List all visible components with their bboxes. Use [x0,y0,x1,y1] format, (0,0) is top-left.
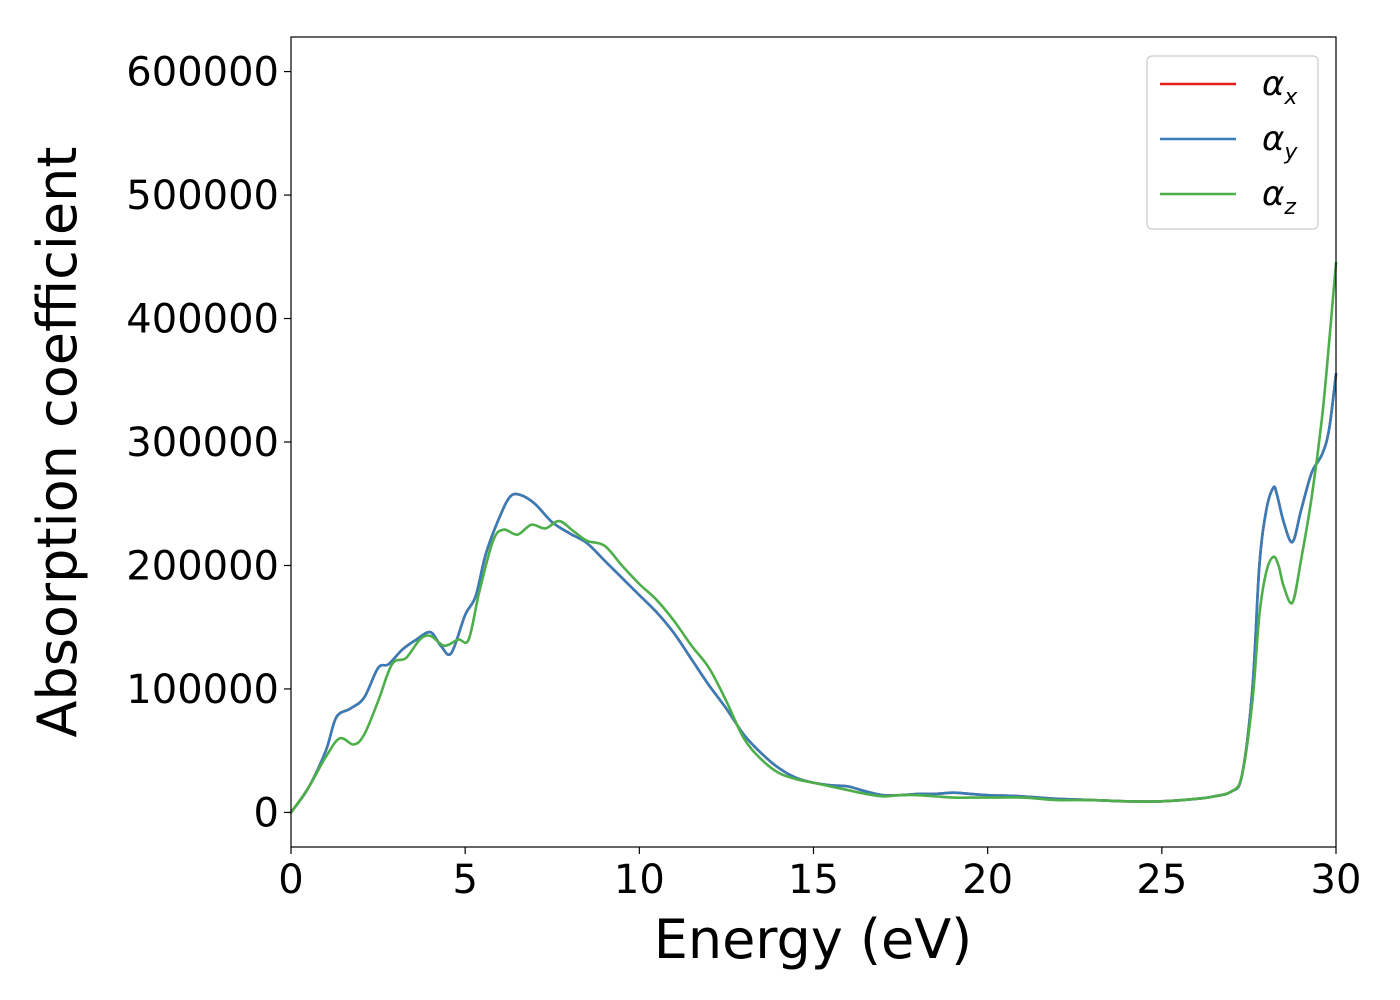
ticks-layer: 0 5 10 15 20 25 30 0 100000 200000 300000 400000 500… [126,50,1361,903]
y-tick-label: 300000 [126,420,279,466]
legend-label-alpha-x: αx [1262,64,1298,110]
x-tick-label: 5 [452,857,477,903]
y-tick-label: 500000 [126,173,279,219]
y-tick-label: 600000 [126,50,279,96]
x-tick-label: 30 [1311,857,1362,903]
series-line-alpha-z [289,261,1338,814]
y-tick-label: 200000 [126,543,279,589]
y-tick-label: 100000 [126,667,279,713]
legend-label-alpha-z: αz [1262,174,1296,220]
x-tick-label: 20 [962,857,1013,903]
legend: αx αy αz [1146,55,1319,230]
x-tick-label: 15 [788,857,839,903]
y-axis-label: Absorption coefficient [26,147,89,738]
x-tick-label: 0 [278,857,303,903]
legend-label-alpha-y: αy [1262,119,1298,165]
series-line-alpha-y [289,372,1338,814]
series-layer [289,261,1338,814]
x-tick-label: 10 [614,857,665,903]
legend-box [1146,55,1319,230]
y-tick-label: 400000 [126,297,279,343]
x-tick-label: 25 [1136,857,1187,903]
y-tick-label: 0 [254,790,279,836]
x-axis-label: Energy (eV) [654,908,973,971]
